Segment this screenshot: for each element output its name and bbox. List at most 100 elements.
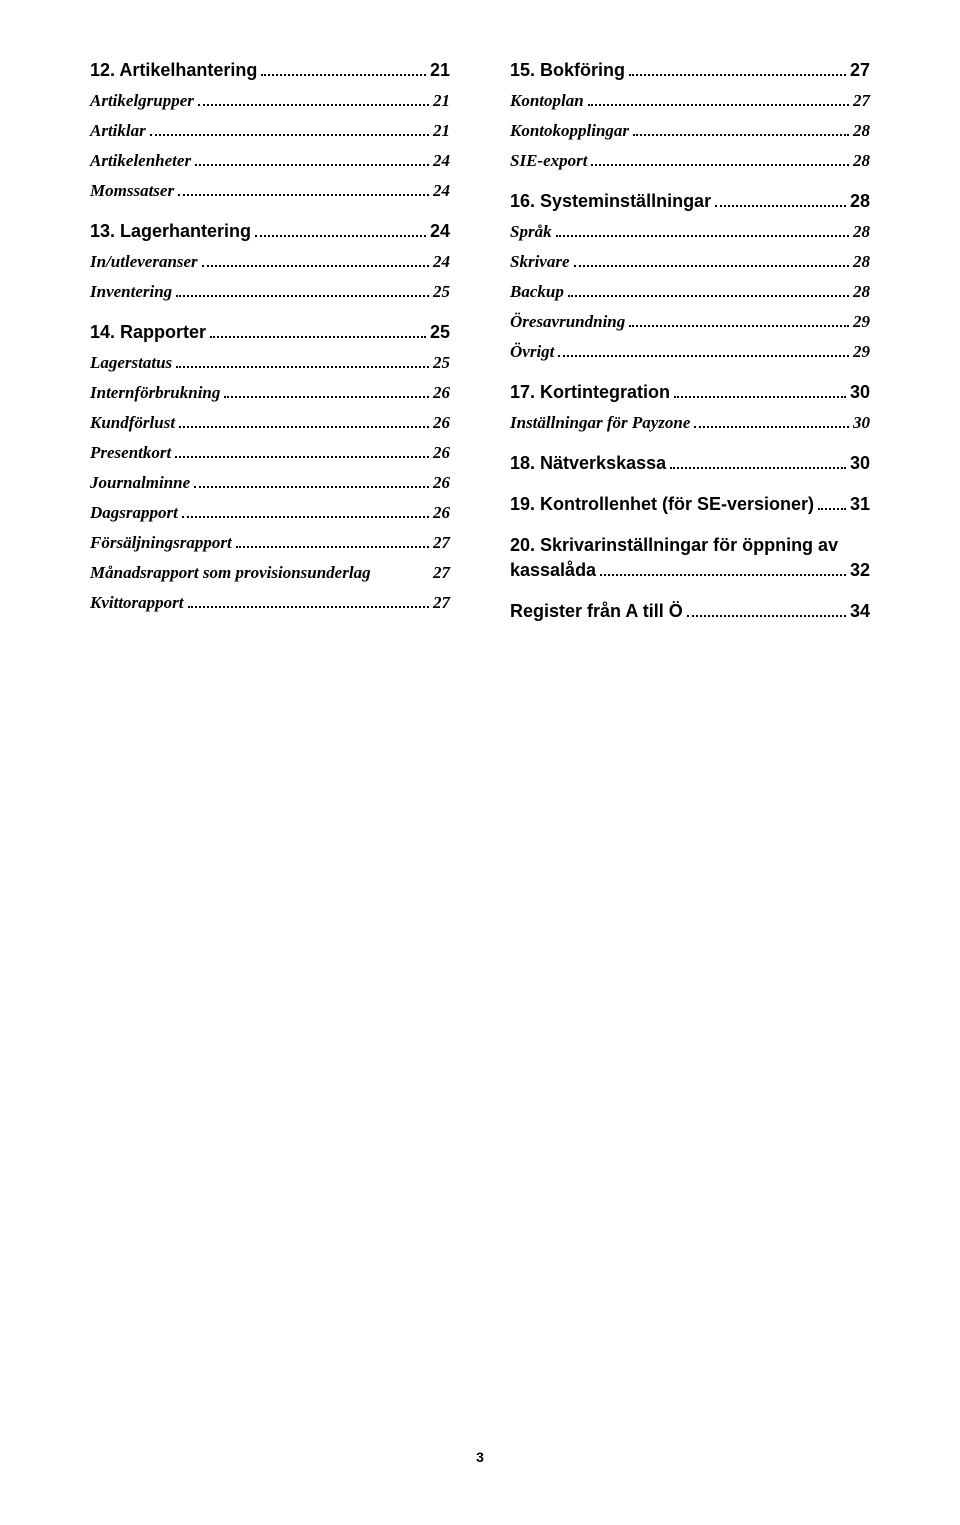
toc-entry: Språk 28 [510,222,870,242]
toc-label: 12. Artikelhantering [90,60,257,81]
toc-label: Lagerstatus [90,353,172,373]
toc-label: Inventering [90,282,172,302]
toc-page: 27 [433,533,450,553]
toc-entry: 19. Kontrollenhet (för SE-versioner) 31 [510,494,870,515]
toc-page: 30 [850,453,870,474]
leader-dots [633,125,849,136]
page-number: 3 [0,1449,960,1465]
leader-dots [591,155,849,166]
toc-entry: 16. Systeminställningar 28 [510,191,870,212]
toc-label: 19. Kontrollenhet (för SE-versioner) [510,494,814,515]
toc-page: 28 [853,121,870,141]
leader-dots [255,226,426,237]
toc-label: 16. Systeminställningar [510,191,711,212]
toc-page: 26 [433,413,450,433]
toc-page: 29 [853,312,870,332]
toc-page: 27 [850,60,870,81]
toc-entry: Inställningar för Payzone30 [510,413,870,433]
toc-column-right: 15. Bokföring27Kontoplan27Kontokopplinga… [510,40,870,632]
toc-columns: 12. Artikelhantering21Artikelgrupper21Ar… [90,40,870,632]
toc-label: Månadsrapport som provisionsunderlag [90,563,371,583]
toc-entry: Artiklar 21 [90,121,450,141]
toc-label: Presentkort [90,443,171,463]
toc-label: Skrivare [510,252,570,272]
toc-label: Försäljningsrapport [90,533,232,553]
toc-entry: Dagsrapport26 [90,503,450,523]
toc-entry: Lagerstatus25 [90,353,450,373]
leader-dots [818,499,846,510]
toc-entry: SIE-export28 [510,151,870,171]
leader-dots [574,256,850,267]
toc-entry: In/utleveranser24 [90,252,450,272]
toc-page: 25 [433,282,450,302]
toc-page: 34 [850,601,870,622]
toc-page: 28 [853,151,870,171]
toc-entry: Övrigt29 [510,342,870,362]
toc-page: 28 [853,282,870,302]
toc-page: 24 [430,221,450,242]
toc-entry: Kundförlust 26 [90,413,450,433]
leader-dots [178,185,429,196]
toc-label: Språk [510,222,552,242]
leader-dots [568,286,849,297]
leader-dots [176,286,429,297]
leader-dots [202,256,429,267]
leader-dots [179,417,429,428]
toc-page: 26 [433,383,450,403]
toc-label-continued: kassalåda [510,560,596,581]
page: 12. Artikelhantering21Artikelgrupper21Ar… [0,0,960,1525]
leader-dots [670,458,846,469]
toc-entry: Presentkort 26 [90,443,450,463]
toc-label: Artikelgrupper [90,91,194,111]
toc-page: 26 [433,443,450,463]
toc-label: Backup [510,282,564,302]
toc-page: 28 [850,191,870,212]
toc-page: 24 [433,181,450,201]
toc-entry: 18. Nätverkskassa30 [510,453,870,474]
toc-label: Journalminne [90,473,190,493]
toc-page: 26 [433,503,450,523]
toc-page: 21 [433,121,450,141]
leader-dots [261,65,426,76]
toc-label: 20. Skrivarinställningar för öppning av [510,535,870,556]
toc-page: 24 [433,151,450,171]
leader-dots [210,327,426,338]
leader-dots [182,507,429,518]
toc-entry: Skrivare28 [510,252,870,272]
toc-entry: Register från A till Ö34 [510,601,870,622]
leader-dots [175,447,429,458]
toc-entry: Momssatser24 [90,181,450,201]
toc-label: 15. Bokföring [510,60,625,81]
leader-dots [558,346,849,357]
toc-page: 32 [850,560,870,581]
toc-label: Kundförlust [90,413,175,433]
leader-dots [236,537,429,548]
toc-page: 21 [430,60,450,81]
toc-label: Öresavrundning [510,312,625,332]
leader-dots [674,387,846,398]
toc-page: 27 [433,563,450,583]
leader-dots [588,95,849,106]
toc-page: 30 [853,413,870,433]
leader-dots [629,316,849,327]
leader-dots [687,606,846,617]
toc-entry: Kontokopplingar 28 [510,121,870,141]
toc-label: Internförbrukning [90,383,220,403]
leader-dots [198,95,429,106]
toc-entry: 14. Rapporter25 [90,322,450,343]
leader-dots [188,597,429,608]
toc-page: 31 [850,494,870,515]
toc-page: 28 [853,222,870,242]
leader-dots [224,387,429,398]
toc-entry: 17. Kortintegration30 [510,382,870,403]
toc-label: 13. Lagerhantering [90,221,251,242]
toc-entry: 20. Skrivarinställningar för öppning av k… [510,535,870,581]
leader-dots [195,155,429,166]
toc-entry: Månadsrapport som provisionsunderlag 27 [90,563,450,583]
toc-label: Artiklar [90,121,146,141]
toc-label: Kvittorapport [90,593,184,613]
toc-entry: Internförbrukning 26 [90,383,450,403]
toc-entry: Öresavrundning 29 [510,312,870,332]
toc-label: Kontokopplingar [510,121,629,141]
toc-page: 21 [433,91,450,111]
